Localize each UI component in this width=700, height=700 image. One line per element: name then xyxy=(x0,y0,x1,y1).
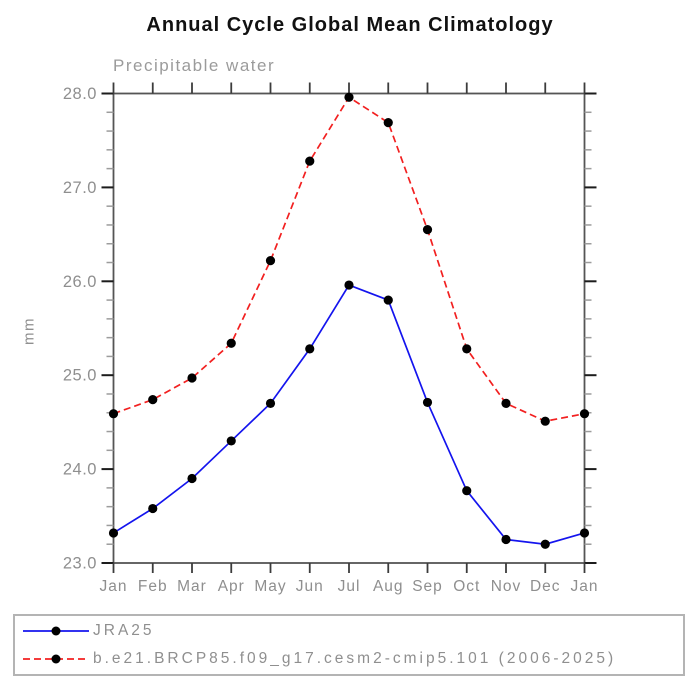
data-point-marker-s1 xyxy=(148,395,158,405)
series-line-0 xyxy=(113,284,585,546)
legend-row-cesm2: b.e21.BRCP85.f09_g17.cesm2-cmip5.101 (20… xyxy=(19,645,683,673)
legend-label-jra25: JRA25 xyxy=(93,621,155,639)
data-point-marker-s1 xyxy=(422,225,433,235)
series-line-1 xyxy=(113,96,585,423)
data-point-marker-s0 xyxy=(344,280,354,290)
y-tick-label: 26.0 xyxy=(63,273,97,291)
data-point-marker-s0 xyxy=(579,528,590,538)
data-point-marker-s0 xyxy=(383,295,393,305)
y-tick-label: 23.0 xyxy=(63,555,97,573)
x-tick-label: May xyxy=(254,578,286,595)
data-point-marker-s1 xyxy=(540,416,550,426)
data-point-marker-s1 xyxy=(187,373,197,383)
x-tick-label: Jan xyxy=(571,578,599,595)
data-point-marker-s0 xyxy=(501,534,511,545)
x-tick-label: Mar xyxy=(177,578,207,595)
x-tick-label: Jun xyxy=(296,578,324,595)
data-point-marker-s0 xyxy=(265,398,276,408)
x-tick-label: Aug xyxy=(373,578,404,595)
data-point-marker-s1 xyxy=(579,409,590,419)
legend-line-sample-solid-icon xyxy=(23,626,89,636)
x-tick-label: Apr xyxy=(218,578,245,595)
data-point-marker-s0 xyxy=(422,397,433,408)
x-tick-label: Feb xyxy=(138,578,168,595)
data-point-marker-s1 xyxy=(226,338,236,348)
data-point-marker-s1 xyxy=(305,156,315,166)
data-point-marker-s0 xyxy=(462,486,472,496)
axis-frame xyxy=(112,92,586,564)
legend-marker-dot-icon xyxy=(51,654,61,664)
data-point-marker-s0 xyxy=(540,539,550,549)
data-point-marker-s0 xyxy=(305,344,315,354)
legend-box: JRA25 b.e21.BRCP85.f09_g17.cesm2-cmip5.1… xyxy=(13,614,685,676)
y-tick-label: 28.0 xyxy=(63,85,97,103)
legend-row-jra25: JRA25 xyxy=(19,617,683,645)
x-tick-label: Dec xyxy=(530,578,561,595)
data-point-marker-s0 xyxy=(226,436,236,446)
chart-title: Annual Cycle Global Mean Climatology xyxy=(146,14,554,36)
x-tick-label: Nov xyxy=(491,578,522,595)
plot-canvas: 23.0 24.0 25.0 26.0 27.0 28.0 Jan Feb Mar Apr May J… xyxy=(63,82,599,595)
legend-line-sample-dashed-icon xyxy=(23,654,89,664)
data-point-marker-s0 xyxy=(108,528,119,538)
x-tick-label: Oct xyxy=(453,578,480,595)
data-point-marker-s1 xyxy=(383,118,393,128)
data-point-marker-s1 xyxy=(265,256,276,266)
data-point-marker-s1 xyxy=(344,92,354,102)
legend-label-cesm2: b.e21.BRCP85.f09_g17.cesm2-cmip5.101 (20… xyxy=(93,650,617,668)
x-tick-label: Jan xyxy=(100,578,128,595)
chart-subtitle: Precipitable water xyxy=(113,56,276,75)
data-point-marker-s1 xyxy=(108,409,119,419)
data-point-marker-s0 xyxy=(187,473,197,484)
data-point-marker-s0 xyxy=(148,503,158,514)
x-tick-label: Sep xyxy=(412,578,443,595)
y-tick-label: 24.0 xyxy=(63,461,97,479)
data-point-marker-s1 xyxy=(501,398,511,408)
y-tick-label: 25.0 xyxy=(63,367,97,385)
legend-marker-dot-icon xyxy=(51,626,61,636)
data-point-marker-s1 xyxy=(462,344,472,354)
x-tick-label: Jul xyxy=(338,578,361,595)
y-tick-label: 27.0 xyxy=(63,179,97,197)
